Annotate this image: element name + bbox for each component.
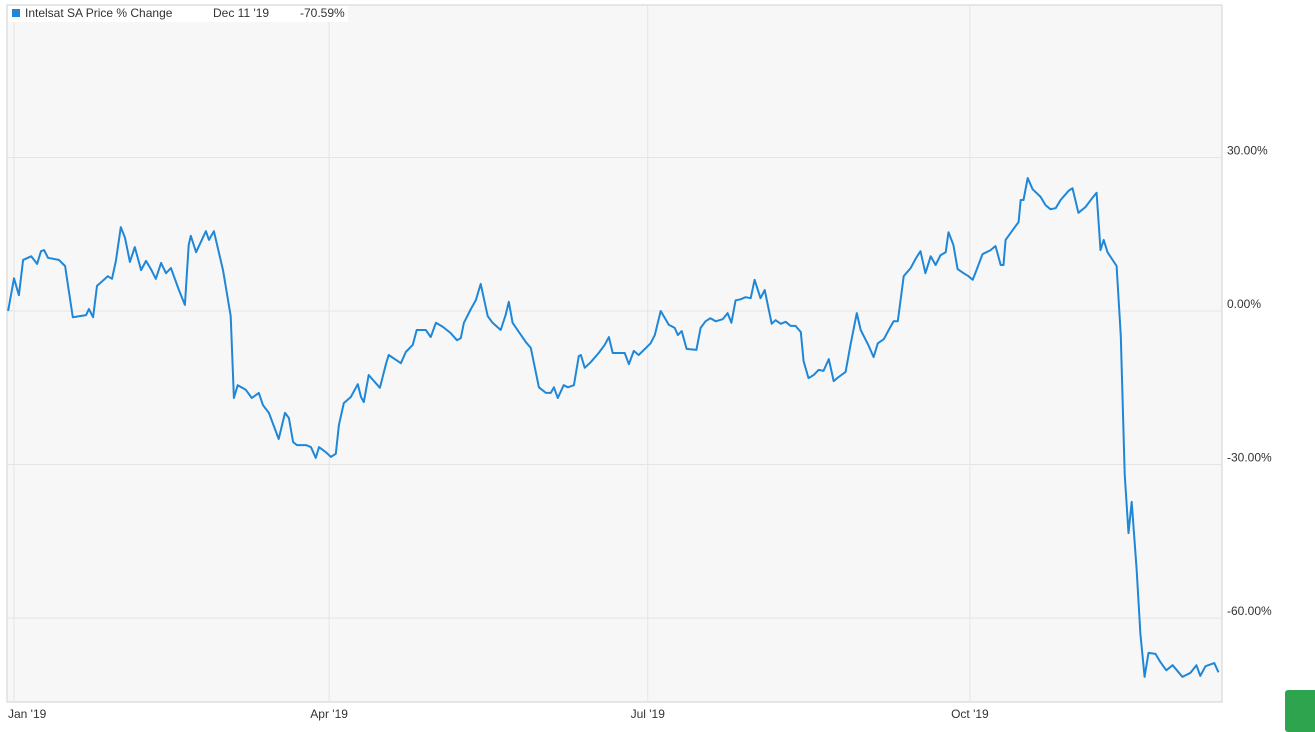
y-tick-label: -30.00% <box>1227 451 1272 465</box>
legend-label: Intelsat SA Price % Change <box>25 6 173 20</box>
legend: Intelsat SA Price % Change Dec 11 '19 -7… <box>8 6 348 22</box>
labels: 30.00% 0.00% -30.00% -60.00% Jan '19 Apr '19 J… <box>8 0 1275 721</box>
x-tick-label: Jan '19 <box>8 707 47 721</box>
y-tick-label: 0.00% <box>1227 297 1261 311</box>
end-label: -70.59% <box>1230 0 1275 6</box>
legend-value: -70.59% <box>300 6 345 20</box>
y-tick-label: -60.00% <box>1227 604 1272 618</box>
y-tick-label: 30.00% <box>1227 144 1268 158</box>
x-tick-label: Oct '19 <box>951 707 989 721</box>
x-tick-label: Jul '19 <box>631 707 666 721</box>
price-line <box>7 177 1220 678</box>
marks <box>7 177 1220 678</box>
legend-swatch <box>12 9 20 17</box>
x-tick-label: Apr '19 <box>310 707 348 721</box>
legend-bg <box>8 6 348 22</box>
grid <box>7 5 1222 702</box>
badge[interactable] <box>1285 690 1315 732</box>
legend-date: Dec 11 '19 <box>213 6 269 20</box>
